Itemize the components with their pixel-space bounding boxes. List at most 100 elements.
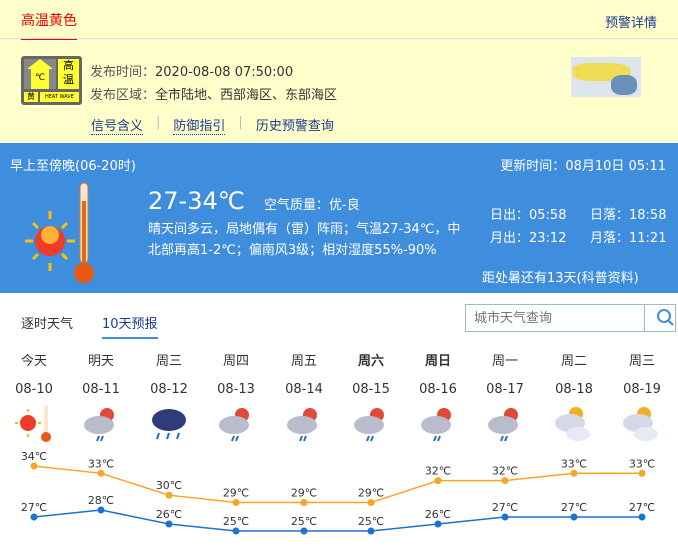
forecast-day[interactable]: 周四 08-13 <box>206 350 266 447</box>
date-label: 08-14 <box>285 382 323 397</box>
high-temp-label: 32℃ <box>425 465 451 478</box>
sunny-hot-icon <box>15 405 51 442</box>
date-label: 08-11 <box>82 382 120 397</box>
high-temp-point <box>165 491 173 499</box>
low-temp-label: 27℃ <box>629 501 655 514</box>
weekday-label: 明天 <box>87 354 114 369</box>
city-search <box>465 304 676 332</box>
high-temp-point <box>638 469 646 477</box>
low-temp-label: 28℃ <box>88 494 114 507</box>
low-temp-point <box>232 527 240 535</box>
high-temp-point <box>300 499 308 506</box>
low-temp-label: 27℃ <box>21 501 47 514</box>
forecast-day[interactable]: 周三 08-19 <box>612 350 672 447</box>
low-temp-point <box>434 520 442 528</box>
warning-links: 信号含义 | 防御指引 | 历史预警查询 <box>91 115 334 135</box>
low-temp-point <box>165 520 173 528</box>
high-temp-point <box>97 469 105 477</box>
tab-10-day[interactable]: 10天预报 <box>102 313 158 339</box>
temperature-chart: 34℃ 33℃ 30℃ 29℃ 29℃ 29℃ 32℃ 32℃ 33℃ 33℃ 27℃ 28℃ 26℃ 2… <box>21 450 655 535</box>
high-temp-point <box>30 462 38 470</box>
low-temp-point <box>30 513 38 521</box>
forecast-day[interactable]: 周六 08-15 <box>341 350 401 447</box>
heat-warning-icon: 高温 黄 HEAT WAVE <box>21 56 82 105</box>
forecast-day[interactable]: 周日 08-16 <box>408 350 468 447</box>
heavy-rain-icon <box>152 409 186 440</box>
low-temp-point <box>300 527 308 535</box>
forecast-day[interactable]: 周三 08-12 <box>139 350 199 447</box>
high-temp-point <box>434 477 442 485</box>
high-temp-label: 30℃ <box>156 479 182 492</box>
forecast-day[interactable]: 周一 08-17 <box>475 350 535 447</box>
low-temp-label: 25℃ <box>291 515 317 528</box>
weekday-label: 周二 <box>560 354 587 369</box>
forecast-day[interactable]: 周二 08-18 <box>544 350 604 447</box>
search-button[interactable] <box>644 305 678 331</box>
low-temp-label: 25℃ <box>223 515 249 528</box>
partly-cloudy-rain-icon <box>287 408 317 442</box>
weekday-label: 周三 <box>628 354 655 369</box>
defense-guide-link[interactable]: 防御指引 <box>173 115 226 135</box>
sunrise: 日出：05:58 <box>490 208 567 223</box>
high-temp-point <box>232 499 240 506</box>
weekday-label: 今天 <box>20 354 47 369</box>
search-icon <box>657 309 674 326</box>
high-temp-label: 29℃ <box>223 487 249 500</box>
high-temp-label: 33℃ <box>629 457 655 470</box>
low-temp-point <box>638 513 646 521</box>
low-temp-point <box>570 513 578 521</box>
forecast-day[interactable]: 明天 08-11 <box>71 350 131 447</box>
warning-detail-link[interactable]: 预警详情 <box>604 16 657 31</box>
issue-time: 发布时间：2020-08-08 07:50:00 <box>90 65 294 80</box>
high-temp-label: 32℃ <box>492 465 518 478</box>
date-label: 08-18 <box>555 382 593 397</box>
partly-cloudy-rain-icon <box>488 408 518 442</box>
forecast-day[interactable]: 今天 08-10 <box>4 350 64 447</box>
date-label: 08-19 <box>623 382 661 397</box>
partly-cloudy-icon <box>555 407 590 441</box>
partly-cloudy-rain-icon <box>421 408 451 442</box>
date-label: 08-17 <box>486 382 524 397</box>
warning-panel: 高温黄色 预警详情 高温 黄 HEAT WAVE 发布时间：2020-08-08… <box>0 0 678 143</box>
high-temp-label: 29℃ <box>291 487 317 500</box>
weekday-label: 周三 <box>155 354 182 369</box>
air-quality: 空气质量：优-良 <box>264 198 360 213</box>
period: 早上至傍晚(06-20时) <box>10 159 136 174</box>
history-warning-link[interactable]: 历史预警查询 <box>255 119 334 134</box>
tab-hourly[interactable]: 逐时天气 <box>21 317 74 332</box>
partly-cloudy-rain-icon <box>354 408 384 442</box>
update-time: 更新时间：08月10日 05:11 <box>500 159 666 174</box>
moonrise: 月出：23:12 <box>490 231 567 246</box>
low-temp-label: 27℃ <box>492 501 518 514</box>
forecast-desc-line1: 晴天间多云，局地偶有（雷）阵雨；气温27-34℃，中 <box>148 222 461 237</box>
high-temp-label: 29℃ <box>358 487 384 500</box>
low-temp-label: 25℃ <box>358 515 384 528</box>
forecast-desc-line2: 北部再高1-2℃；偏南风3级；相对湿度55%-90% <box>148 243 437 258</box>
weekday-label: 周一 <box>491 354 518 369</box>
moonset: 月落：11:21 <box>590 231 667 246</box>
forecast-day[interactable]: 周五 08-14 <box>274 350 334 447</box>
low-temp-line <box>33 509 642 532</box>
weekday-label: 周日 <box>424 354 451 369</box>
solar-term-countdown-link[interactable]: 距处暑还有13天(科普资料) <box>482 271 639 286</box>
partly-cloudy-rain-icon <box>219 408 249 442</box>
date-label: 08-16 <box>419 382 457 397</box>
today-panel: 早上至傍晚(06-20时) 更新时间：08月10日 05:11 27-34℃ 空… <box>0 143 678 293</box>
date-label: 08-12 <box>150 382 188 397</box>
warning-map-thumbnail[interactable] <box>571 57 641 97</box>
sunny-hot-icon <box>25 182 94 283</box>
high-temp-line <box>33 465 642 504</box>
issue-area: 发布区域：全市陆地、西部海区、东部海区 <box>90 88 338 103</box>
partly-cloudy-rain-icon <box>84 408 114 442</box>
warning-tab[interactable]: 高温黄色 <box>21 10 77 40</box>
date-label: 08-13 <box>217 382 255 397</box>
partly-cloudy-icon <box>623 407 658 441</box>
low-temp-label: 27℃ <box>561 501 587 514</box>
signal-meaning-link[interactable]: 信号含义 <box>91 115 144 135</box>
high-temp-point <box>501 477 509 485</box>
divider <box>0 38 678 39</box>
low-temp-point <box>367 527 375 535</box>
weekday-label: 周六 <box>357 354 384 369</box>
city-search-input[interactable] <box>466 305 644 331</box>
low-temp-label: 26℃ <box>156 508 182 521</box>
